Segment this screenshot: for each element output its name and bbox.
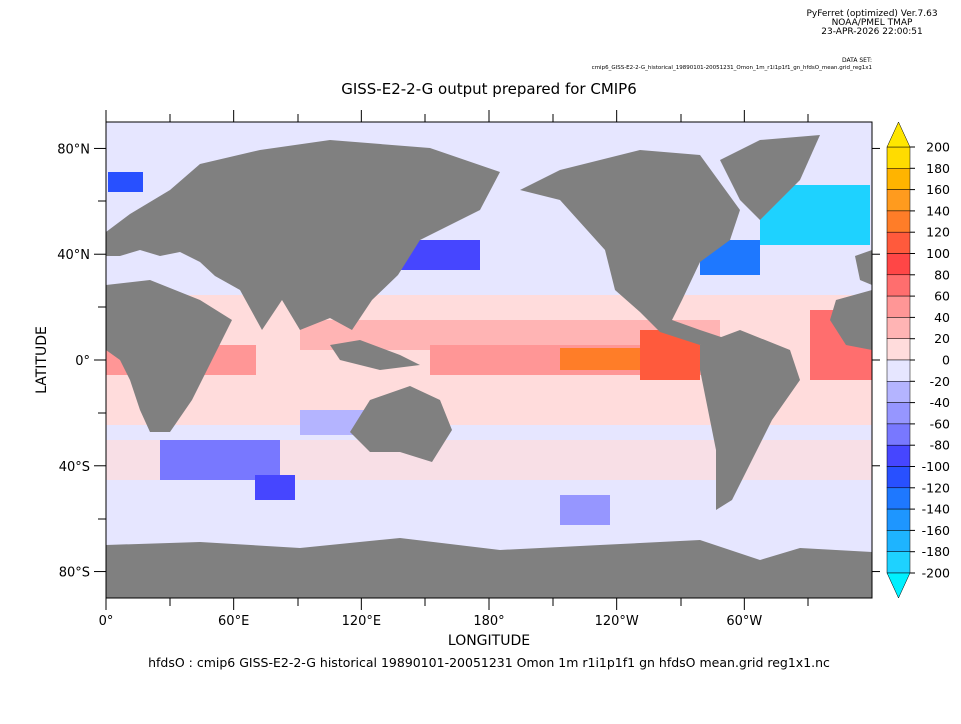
- maritime-continent: [330, 340, 420, 370]
- minor-ticks: [98, 114, 809, 606]
- colorbar-label: 200: [926, 140, 950, 155]
- colorbar-label: -120: [922, 480, 950, 495]
- y-axis-label: LATITUDE: [34, 326, 50, 394]
- map-field: [105, 121, 873, 599]
- x-tick-label: 120°W: [595, 614, 639, 629]
- south-america: [700, 330, 800, 510]
- eurasia: [106, 140, 500, 330]
- nordic-seas: [108, 172, 143, 192]
- colorbar-label: 20: [934, 331, 950, 346]
- australia: [350, 386, 452, 462]
- colorbar-label: 60: [934, 289, 950, 304]
- colorbar-label: -180: [922, 544, 950, 559]
- colorbar-label: -20: [930, 374, 950, 389]
- colorbar-segment: [886, 423, 911, 446]
- colorbar-segment: [886, 551, 911, 574]
- y-tick-label: 0°: [75, 354, 90, 369]
- colorbar-segment: [886, 189, 911, 212]
- colorbar-segment: [886, 359, 911, 382]
- africa: [106, 280, 232, 432]
- colorbar-label: -160: [922, 523, 950, 538]
- colorbar-label: 140: [926, 203, 950, 218]
- x-tick-label: 60°W: [726, 614, 762, 629]
- colorbar-segment: [886, 487, 911, 510]
- colorbar-label: 100: [926, 246, 950, 261]
- colorbar-label: -100: [922, 459, 950, 474]
- colorbar-label: 80: [934, 267, 950, 282]
- colorbar-label: -80: [930, 438, 950, 453]
- colorbar-segment: [886, 168, 911, 190]
- colorbar-label: -60: [930, 416, 950, 431]
- map-title: GISS-E2-2-G output prepared for CMIP6: [341, 80, 637, 98]
- colorbar-segment: [886, 381, 911, 403]
- north-america: [520, 150, 740, 345]
- timestamp: 23-APR-2026 22:00:51: [821, 27, 922, 37]
- x-tick-label: 120°E: [342, 614, 382, 629]
- org-label: NOAA/PMEL TMAP: [832, 18, 913, 28]
- x-tick-label: 180°: [473, 614, 504, 629]
- colorbar-label: -40: [930, 395, 950, 410]
- colorbar-label: 0: [942, 353, 950, 368]
- antarctica: [106, 538, 872, 598]
- west-africa: [830, 290, 872, 350]
- colorbar-segment: [886, 295, 911, 318]
- y-tick-label: 40°N: [57, 248, 90, 263]
- dataset-name: cmip6_GISS-E2-2-G_historical_19890101-20…: [592, 65, 872, 71]
- colorbar-segment: [886, 317, 911, 339]
- x-tick-label: 60°E: [218, 614, 249, 629]
- colorbar-segment: [886, 210, 911, 233]
- colorbar-segment: [886, 253, 911, 276]
- software-label: PyFerret (optimized) Ver.7.63: [806, 9, 937, 19]
- colorbar-segment: [886, 530, 911, 552]
- southern-patch: [255, 475, 295, 500]
- x-axis-label: LONGITUDE: [448, 633, 530, 649]
- dataset-label: DATA SET:: [842, 57, 872, 64]
- land: [106, 135, 872, 598]
- colorbar-segment: [886, 466, 911, 489]
- y-tick-label: 40°S: [59, 460, 90, 475]
- y-tick-label: 80°S: [59, 566, 90, 581]
- agulhas: [160, 440, 280, 480]
- footer: hfdsO : cmip6 GISS-E2-2-G historical 198…: [148, 655, 830, 670]
- colorbar-segment: [886, 231, 911, 254]
- colorbar-segment: [886, 274, 911, 297]
- southern-pacific-patch: [560, 495, 610, 525]
- colorbar-label: -140: [922, 502, 950, 517]
- colorbar-segment: [886, 402, 911, 425]
- colorbar-under: [886, 572, 911, 599]
- colorbar-label: -200: [922, 566, 950, 581]
- colorbar-segment: [886, 444, 911, 467]
- colorbar-label: 180: [926, 161, 950, 176]
- colorbar-label: 40: [934, 310, 950, 325]
- iberia: [855, 250, 872, 285]
- colorbar-segment: [886, 338, 911, 361]
- colorbar-label: 120: [926, 225, 950, 240]
- colorbar-segment: [886, 508, 911, 531]
- colorbar-over: [886, 121, 911, 148]
- y-tick-label: 80°N: [57, 142, 90, 157]
- greenland: [720, 135, 820, 220]
- colorbar-label: 160: [926, 182, 950, 197]
- colorbar-segment: [886, 146, 911, 169]
- x-tick-label: 0°: [99, 614, 114, 629]
